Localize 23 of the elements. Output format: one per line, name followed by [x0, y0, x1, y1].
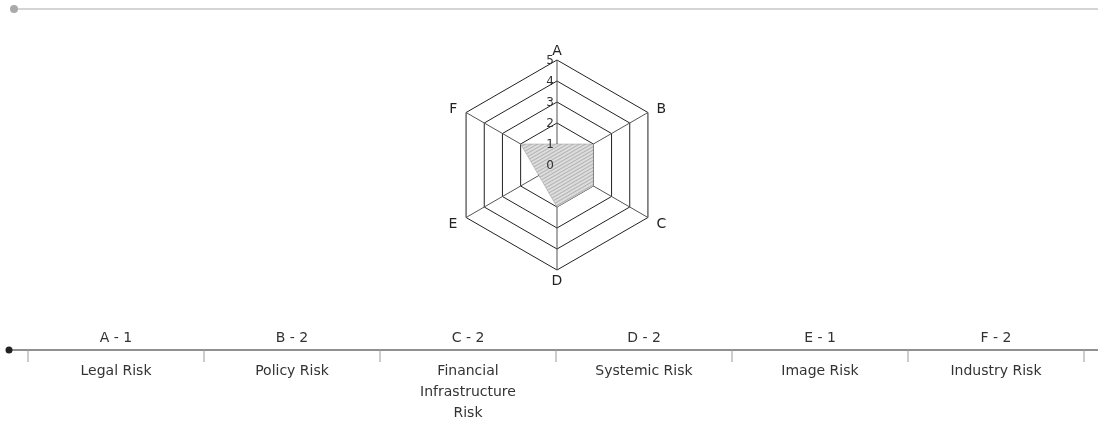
spoke-label: A: [552, 42, 563, 58]
text: F - 2: [980, 329, 1012, 345]
y-tick-label: 2: [546, 116, 554, 130]
spoke-label: D: [551, 272, 563, 288]
text: Industry Risk: [950, 362, 1043, 378]
text: E - 1: [804, 329, 836, 345]
text: Financial Infrastructure Risk: [420, 362, 516, 420]
spoke-label: F: [449, 99, 458, 116]
text: Legal Risk: [80, 362, 153, 378]
y-tick-label: 4: [546, 74, 554, 88]
spoke-label: C: [656, 214, 667, 231]
text: A - 1: [99, 329, 133, 345]
text: Policy Risk: [255, 362, 330, 378]
spoke-label: E: [448, 214, 458, 231]
text: D - 2: [627, 329, 661, 345]
text: B - 2: [275, 329, 309, 345]
text: Systemic Risk: [595, 362, 694, 378]
text: Image Risk: [781, 362, 860, 378]
y-tick-label: 1: [546, 137, 554, 151]
y-tick-label: 3: [546, 95, 554, 109]
y-tick-label: 0: [546, 158, 554, 172]
spoke-label: B: [656, 99, 667, 116]
text: C - 2: [451, 329, 485, 345]
